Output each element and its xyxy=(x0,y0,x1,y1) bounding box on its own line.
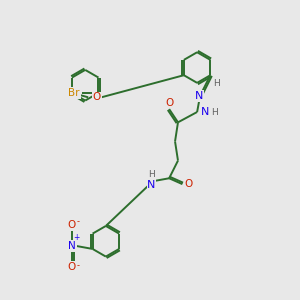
Text: O: O xyxy=(68,262,76,272)
Text: H: H xyxy=(211,107,217,116)
Text: O: O xyxy=(165,98,173,108)
Text: -: - xyxy=(77,261,80,270)
Text: +: + xyxy=(73,232,80,242)
Text: O: O xyxy=(93,92,101,102)
Text: N: N xyxy=(147,180,156,190)
Text: O: O xyxy=(68,220,76,230)
Text: N: N xyxy=(194,91,203,101)
Text: Br: Br xyxy=(68,88,80,98)
Text: H: H xyxy=(148,170,155,179)
Text: H: H xyxy=(214,79,220,88)
Text: -: - xyxy=(77,217,80,226)
Text: N: N xyxy=(201,107,210,117)
Text: O: O xyxy=(185,179,193,189)
Text: N: N xyxy=(68,241,76,251)
